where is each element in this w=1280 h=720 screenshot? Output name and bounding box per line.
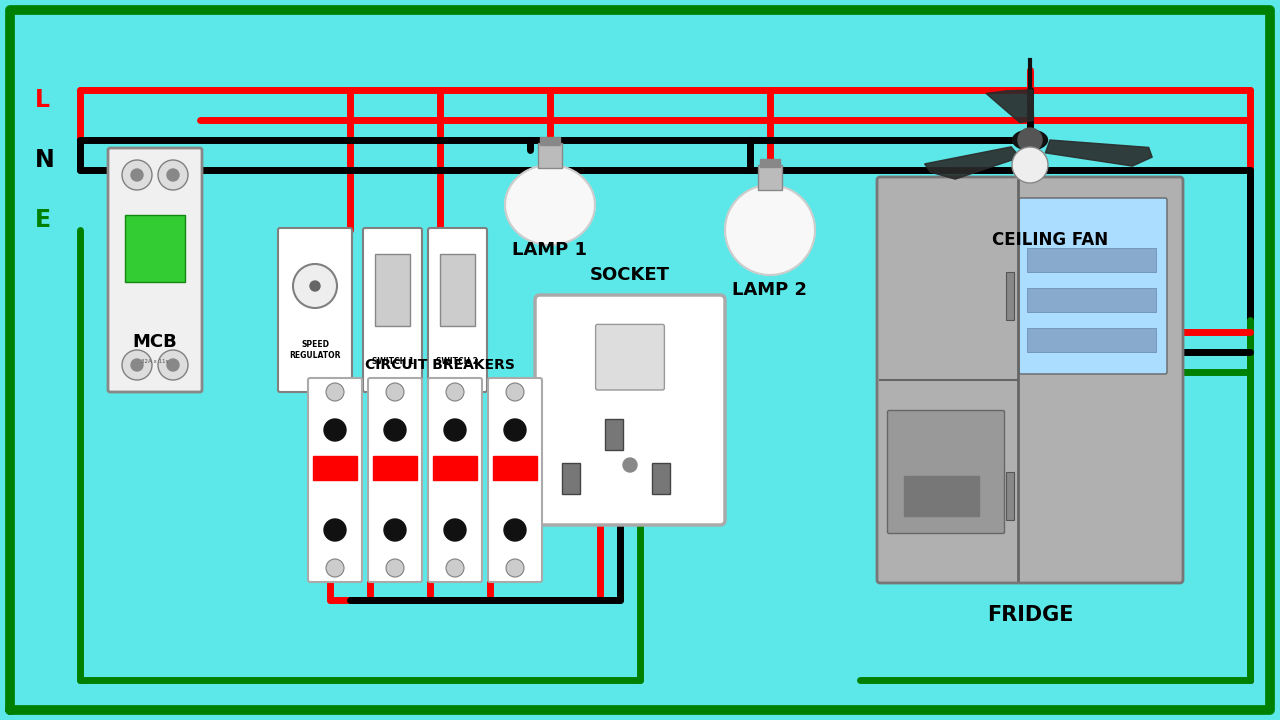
Circle shape xyxy=(1012,147,1048,183)
Circle shape xyxy=(506,559,524,577)
Text: SPEED
REGULATOR: SPEED REGULATOR xyxy=(289,341,340,360)
Text: 32A x 11s: 32A x 11s xyxy=(141,359,169,364)
Bar xyxy=(1027,288,1156,312)
Bar xyxy=(1027,328,1156,352)
Text: L: L xyxy=(35,88,50,112)
Bar xyxy=(1006,272,1014,320)
FancyBboxPatch shape xyxy=(364,228,422,392)
Bar xyxy=(562,463,580,494)
Circle shape xyxy=(324,519,346,541)
Text: E: E xyxy=(35,208,51,232)
Circle shape xyxy=(384,419,406,441)
Bar xyxy=(540,137,561,145)
Text: SWITCH 2: SWITCH 2 xyxy=(436,356,479,366)
FancyBboxPatch shape xyxy=(595,325,664,390)
Text: LAMP 1: LAMP 1 xyxy=(512,241,588,259)
Polygon shape xyxy=(924,147,1020,179)
Bar xyxy=(760,159,780,167)
Bar xyxy=(604,419,623,449)
Polygon shape xyxy=(724,185,815,275)
Circle shape xyxy=(444,519,466,541)
FancyBboxPatch shape xyxy=(488,378,541,582)
Circle shape xyxy=(504,419,526,441)
Bar xyxy=(1006,472,1014,520)
Ellipse shape xyxy=(1012,130,1047,150)
Circle shape xyxy=(166,359,179,371)
Text: MCB: MCB xyxy=(133,333,178,351)
Bar xyxy=(493,456,538,480)
Text: CIRCUIT BREAKERS: CIRCUIT BREAKERS xyxy=(365,358,515,372)
Text: LAMP 2: LAMP 2 xyxy=(732,281,808,299)
Circle shape xyxy=(310,281,320,291)
FancyBboxPatch shape xyxy=(887,410,1005,534)
Circle shape xyxy=(506,383,524,401)
Circle shape xyxy=(444,419,466,441)
FancyBboxPatch shape xyxy=(308,378,362,582)
Bar xyxy=(375,254,410,326)
Circle shape xyxy=(387,559,404,577)
Circle shape xyxy=(623,458,637,472)
Text: SOCKET: SOCKET xyxy=(590,266,669,284)
Text: CEILING FAN: CEILING FAN xyxy=(992,231,1108,249)
Circle shape xyxy=(157,160,188,190)
Circle shape xyxy=(293,264,337,308)
Polygon shape xyxy=(986,90,1033,122)
FancyBboxPatch shape xyxy=(428,228,486,392)
Circle shape xyxy=(131,169,143,181)
Bar xyxy=(314,456,357,480)
Circle shape xyxy=(166,169,179,181)
Text: N: N xyxy=(35,148,55,172)
Polygon shape xyxy=(1046,140,1152,166)
Bar xyxy=(372,456,417,480)
Circle shape xyxy=(504,519,526,541)
FancyBboxPatch shape xyxy=(369,378,422,582)
Bar xyxy=(440,254,475,326)
FancyBboxPatch shape xyxy=(278,228,352,392)
Circle shape xyxy=(387,383,404,401)
Circle shape xyxy=(384,519,406,541)
Bar xyxy=(538,143,562,168)
FancyBboxPatch shape xyxy=(108,148,202,392)
Bar xyxy=(904,476,979,516)
Circle shape xyxy=(326,559,344,577)
Bar xyxy=(652,463,669,494)
Polygon shape xyxy=(506,165,595,245)
Text: SWITCH 1: SWITCH 1 xyxy=(371,356,413,366)
Circle shape xyxy=(326,383,344,401)
Circle shape xyxy=(445,559,465,577)
FancyBboxPatch shape xyxy=(877,177,1183,583)
Circle shape xyxy=(445,383,465,401)
Bar xyxy=(758,165,782,190)
Bar xyxy=(1027,248,1156,272)
FancyBboxPatch shape xyxy=(535,295,724,525)
Circle shape xyxy=(122,350,152,380)
FancyBboxPatch shape xyxy=(428,378,483,582)
Bar xyxy=(125,215,186,282)
Circle shape xyxy=(1018,128,1042,152)
Circle shape xyxy=(157,350,188,380)
Text: FRIDGE: FRIDGE xyxy=(987,605,1073,625)
FancyBboxPatch shape xyxy=(1019,198,1167,374)
Circle shape xyxy=(131,359,143,371)
Circle shape xyxy=(122,160,152,190)
Bar xyxy=(433,456,477,480)
Circle shape xyxy=(324,419,346,441)
